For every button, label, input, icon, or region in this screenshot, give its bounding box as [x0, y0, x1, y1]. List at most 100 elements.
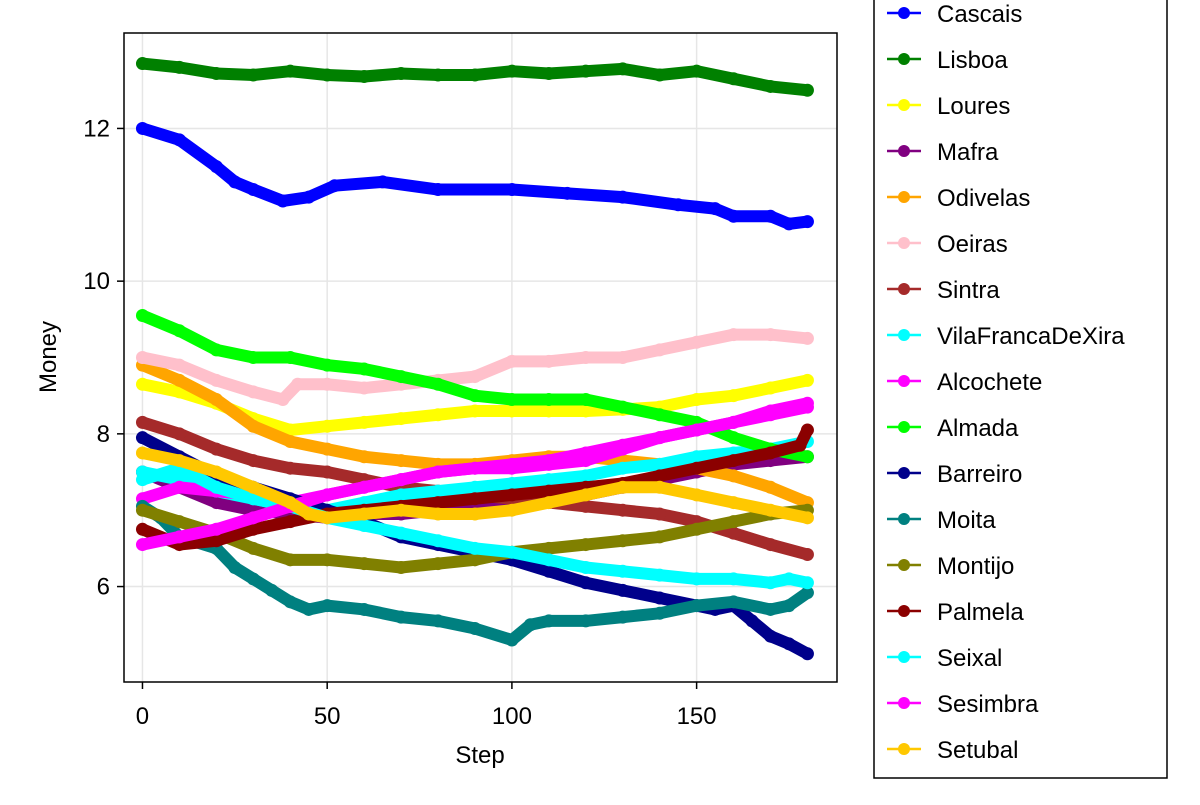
data-point-cascais	[616, 190, 630, 204]
legend: Cascais Lisboa Loures Mafra Odivelas Oeiras Si…	[873, 0, 1168, 779]
data-point-odivelas	[764, 480, 778, 494]
data-point-lisboa	[394, 66, 408, 80]
data-point-seixal	[357, 518, 371, 532]
data-point-vilafrancadexira	[394, 488, 408, 502]
data-point-cascais	[505, 183, 519, 197]
data-point-barreiro	[135, 431, 149, 445]
data-point-setubal	[800, 511, 814, 525]
data-point-barreiro	[579, 576, 593, 590]
data-point-sesimbra	[616, 438, 630, 452]
data-point-almada	[431, 377, 445, 391]
legend-label: Seixal	[937, 645, 1002, 672]
data-point-oeiras	[320, 377, 334, 391]
legend-item-almada: Almada	[887, 415, 1019, 442]
data-point-montijo	[394, 560, 408, 574]
legend-item-sintra: Sintra	[887, 277, 1000, 304]
data-point-montijo	[468, 553, 482, 567]
data-point-sesimbra	[505, 457, 519, 471]
legend-label: Cascais	[937, 1, 1022, 28]
data-point-lisboa	[653, 68, 667, 82]
legend-swatch-marker	[898, 421, 910, 433]
data-point-almada	[246, 351, 260, 364]
data-point-setubal	[394, 503, 408, 517]
data-point-loures	[727, 389, 741, 403]
data-point-almada	[135, 309, 149, 323]
data-point-loures	[357, 415, 371, 429]
data-point-lisboa	[283, 64, 297, 78]
data-point-loures	[320, 419, 334, 433]
data-point-lisboa	[727, 72, 741, 86]
data-point-sesimbra	[320, 488, 334, 502]
data-point-lisboa	[579, 64, 593, 78]
data-point-seixal	[764, 576, 778, 590]
data-point-lisboa	[690, 64, 704, 78]
data-point-sesimbra	[135, 538, 149, 552]
data-point-sesimbra	[690, 423, 704, 437]
legend-item-sesimbra: Sesimbra	[887, 691, 1039, 718]
data-point-almada	[653, 408, 667, 422]
data-point-cascais	[302, 190, 316, 204]
data-point-barreiro	[616, 583, 630, 597]
data-point-vilafrancadexira	[542, 473, 556, 487]
data-point-setubal	[616, 480, 630, 494]
data-point-seixal	[690, 572, 704, 586]
data-point-barreiro	[745, 614, 759, 628]
data-point-loures	[764, 381, 778, 395]
data-point-setubal	[542, 496, 556, 510]
data-point-vilafrancadexira	[579, 469, 593, 483]
data-point-odivelas	[172, 373, 186, 387]
data-point-loures	[690, 392, 704, 406]
legend-swatch-marker	[898, 283, 910, 295]
data-point-sintra	[800, 547, 814, 561]
data-point-montijo	[320, 553, 334, 567]
data-point-cascais	[560, 186, 574, 200]
data-point-odivelas	[320, 442, 334, 456]
data-point-lisboa	[468, 68, 482, 82]
data-point-palmela	[283, 515, 297, 529]
data-point-cascais	[431, 183, 445, 197]
series-lisboa	[135, 57, 814, 97]
data-point-setubal	[320, 511, 334, 525]
data-point-montijo	[357, 557, 371, 571]
data-point-oeiras	[616, 351, 630, 364]
data-point-oeiras	[579, 351, 593, 364]
legend-item-moita: Moita	[887, 507, 996, 534]
legend-swatch-marker	[898, 513, 910, 525]
data-point-setubal	[690, 488, 704, 502]
data-point-mafra	[209, 496, 223, 510]
series-line-cascais	[136, 122, 814, 230]
data-point-sintra	[653, 507, 667, 521]
legend-label: Montijo	[937, 553, 1014, 580]
data-point-moita	[764, 602, 778, 616]
data-point-loures	[468, 404, 482, 418]
data-point-oeiras	[468, 370, 482, 384]
data-point-almada	[172, 324, 186, 338]
data-point-moita	[616, 610, 630, 624]
data-point-montijo	[431, 557, 445, 571]
plot-frame	[123, 32, 838, 683]
data-point-odivelas	[209, 392, 223, 406]
data-point-almada	[579, 392, 593, 406]
y-tick-label: 8	[97, 421, 110, 448]
data-point-setubal	[357, 507, 371, 521]
data-point-lisboa	[320, 68, 334, 82]
data-point-sesimbra	[172, 530, 186, 544]
legend-item-montijo: Montijo	[887, 553, 1014, 580]
data-point-palmela	[653, 469, 667, 483]
series-cascais	[135, 121, 814, 231]
data-point-seixal	[782, 572, 796, 586]
legend-label: Barreiro	[937, 461, 1022, 488]
data-point-seixal	[542, 553, 556, 567]
data-point-almada	[468, 389, 482, 403]
data-point-moita	[246, 572, 260, 586]
data-point-palmela	[793, 438, 807, 452]
legend-frame	[873, 0, 1168, 779]
legend-item-mafra: Mafra	[887, 139, 999, 166]
data-point-cascais	[764, 209, 778, 223]
data-point-seixal	[616, 564, 630, 578]
data-point-palmela	[505, 488, 519, 502]
data-point-sesimbra	[431, 465, 445, 479]
data-point-palmela	[135, 522, 149, 536]
data-point-lisboa	[357, 70, 371, 84]
data-point-seixal	[468, 541, 482, 555]
